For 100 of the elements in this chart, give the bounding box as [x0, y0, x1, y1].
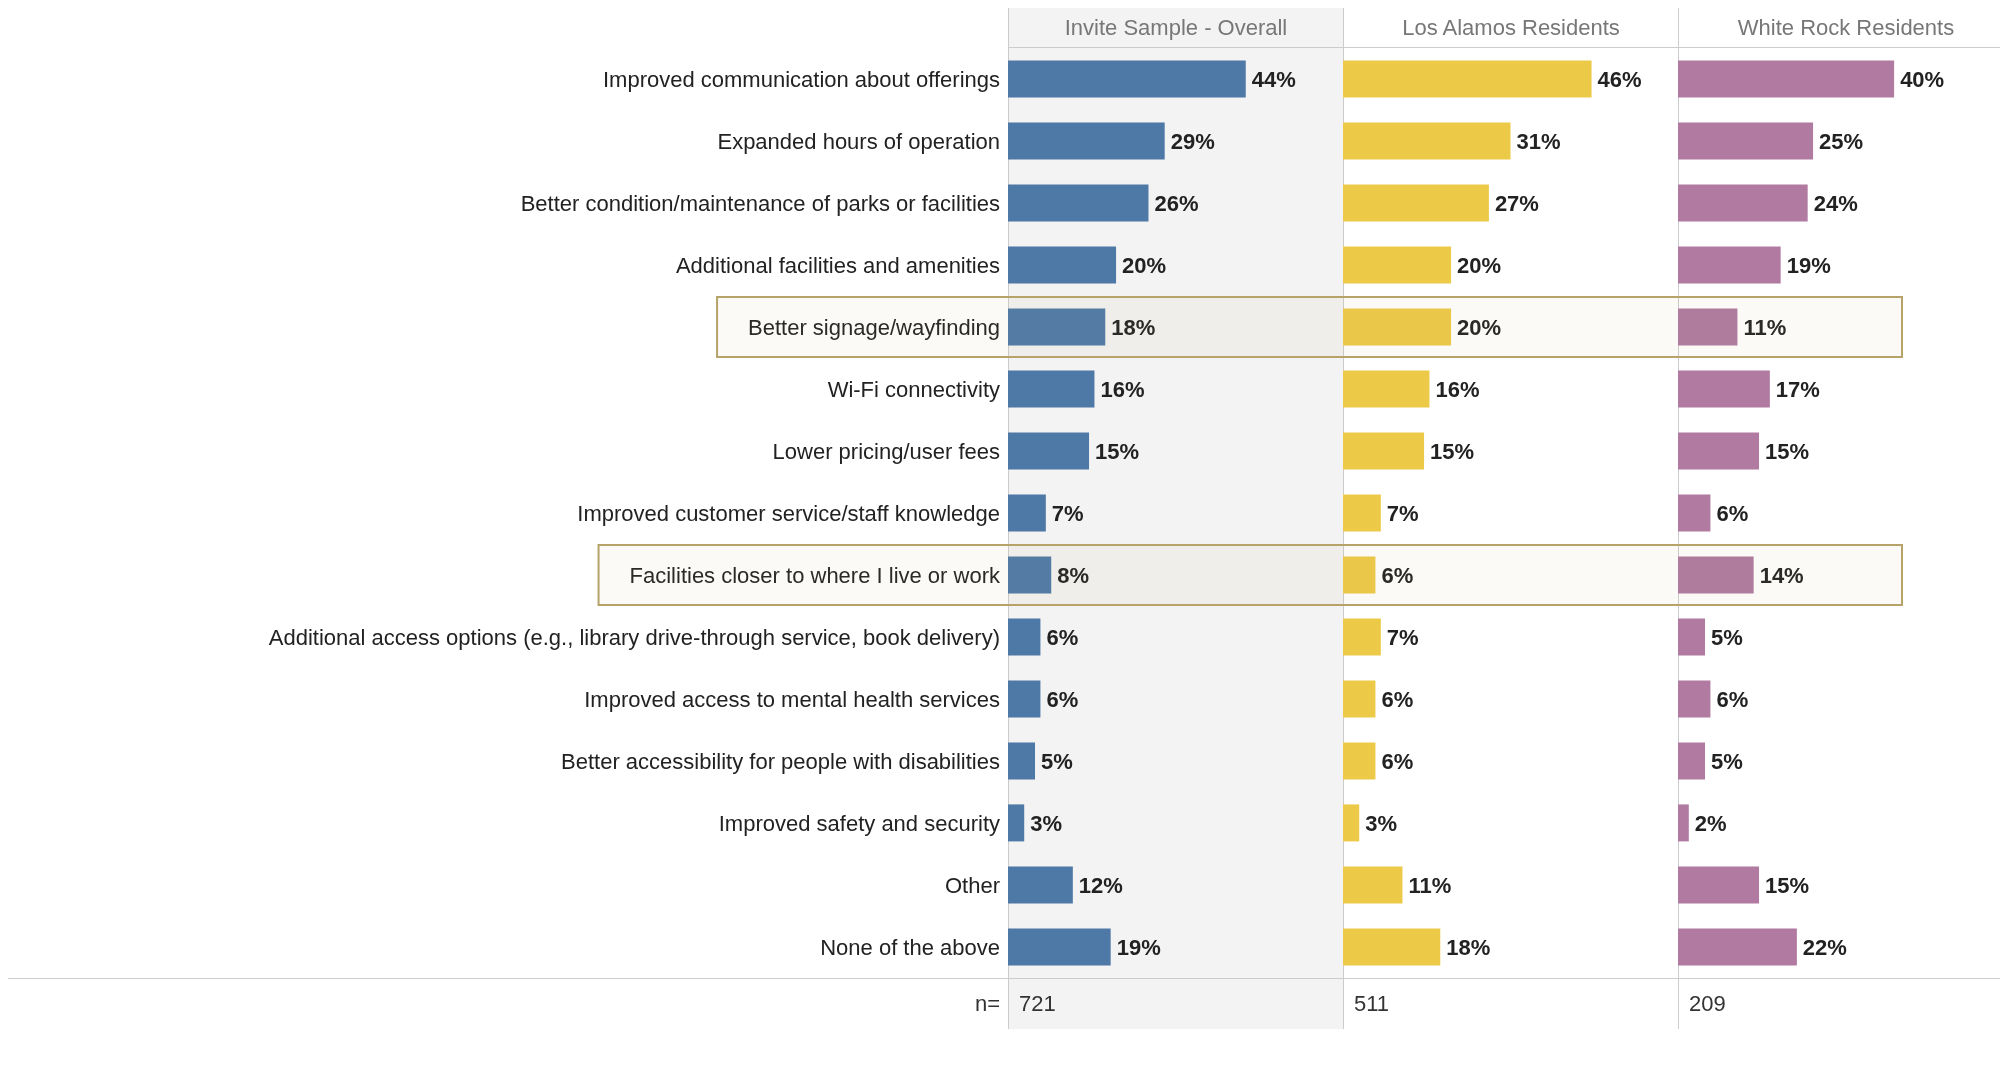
data-label: 14%: [1759, 562, 1804, 588]
y-tick-label: Improved access to mental health services: [584, 686, 1000, 712]
bar: [1678, 804, 1689, 842]
data-label: 5%: [1041, 748, 1073, 774]
text: 721: [1008, 979, 1343, 1029]
data-label: 16%: [1435, 376, 1480, 402]
y-tick-label: Lower pricing/user fees: [772, 438, 1000, 464]
bar: [1678, 60, 1895, 98]
data-label: 12%: [1078, 872, 1123, 898]
bar: [1008, 184, 1149, 222]
bar: [1678, 680, 1711, 718]
data-label: 20%: [1122, 252, 1167, 278]
data-label: 7%: [1051, 500, 1084, 526]
bar: [1008, 60, 1246, 98]
bar: [1678, 618, 1706, 656]
chart-title: Invite Sample - Overall: [1008, 8, 1343, 48]
bar: [1343, 556, 1376, 594]
y-tick-label: Better accessibility for people with disabilities: [561, 748, 1000, 774]
data-label: 25%: [1819, 128, 1864, 154]
bar: [1343, 122, 1511, 160]
text: 511: [1343, 979, 1678, 1029]
bar: [1678, 122, 1814, 160]
bar: [1343, 308, 1452, 346]
bar: [1678, 742, 1706, 780]
text: 209: [1678, 979, 2000, 1029]
bar: [1008, 742, 1036, 780]
bar: [1008, 494, 1046, 532]
data-label: 5%: [1711, 624, 1743, 650]
bar: [1678, 246, 1781, 284]
y-tick-label: Better condition/maintenance of parks or facilities: [520, 190, 1000, 216]
data-label: 22%: [1802, 934, 1847, 960]
bar: [1343, 246, 1452, 284]
data-label: 29%: [1170, 128, 1215, 154]
bar: [1343, 370, 1430, 408]
data-label: 6%: [1046, 686, 1079, 712]
data-label: 26%: [1154, 190, 1199, 216]
data-label: 46%: [1597, 66, 1642, 92]
y-tick-label: Additional access options (e.g., library drive-through service, book delivery): [268, 624, 1000, 650]
bar: [1343, 928, 1441, 966]
bar: [1343, 432, 1425, 470]
bar: [1008, 122, 1165, 160]
data-label: 44%: [1251, 66, 1296, 92]
data-label: 6%: [1381, 562, 1414, 588]
y-tick-label: Improved customer service/staff knowledge: [577, 500, 1000, 526]
data-label: 19%: [1116, 934, 1161, 960]
data-label: 5%: [1711, 748, 1743, 774]
data-label: 16%: [1100, 376, 1145, 402]
y-tick-label: Wi-Fi connectivity: [827, 376, 1000, 402]
bar: [1343, 680, 1376, 718]
bar: [1008, 928, 1111, 966]
data-label: 31%: [1516, 128, 1561, 154]
data-label: 20%: [1457, 314, 1502, 340]
data-label: 18%: [1446, 934, 1491, 960]
data-label: 40%: [1900, 66, 1945, 92]
data-label: 15%: [1430, 438, 1475, 464]
bar: [1678, 494, 1711, 532]
bar: [1678, 370, 1770, 408]
data-label: 6%: [1381, 686, 1414, 712]
data-label: 7%: [1386, 624, 1419, 650]
bar: [1678, 556, 1754, 594]
y-tick-label: Facilities closer to where I live or work: [629, 562, 1001, 588]
bar: [1343, 494, 1381, 532]
y-tick-label: Improved safety and security: [718, 810, 1000, 836]
y-tick-label: Better signage/wayfinding: [748, 314, 1000, 340]
data-label: 2%: [1694, 810, 1727, 836]
bar: [1008, 432, 1090, 470]
bar: [1678, 928, 1797, 966]
bar: [1008, 246, 1117, 284]
data-label: 6%: [1381, 748, 1414, 774]
data-label: 15%: [1765, 872, 1810, 898]
data-label: 3%: [1030, 810, 1063, 836]
y-tick-label: Other: [944, 872, 1000, 898]
data-label: 6%: [1046, 624, 1079, 650]
bar: [1678, 308, 1738, 346]
bar: [1343, 618, 1381, 656]
chart-title: Los Alamos Residents: [1343, 8, 1678, 48]
data-label: 19%: [1786, 252, 1831, 278]
data-label: 11%: [1408, 872, 1452, 898]
bar: [1008, 680, 1041, 718]
bar: [1678, 866, 1760, 904]
y-tick-label: Improved communication about offerings: [602, 66, 1000, 92]
y-tick-label: None of the above: [820, 934, 1000, 960]
data-label: 17%: [1775, 376, 1820, 402]
bar: [1678, 432, 1760, 470]
bar: [1008, 308, 1106, 346]
bar: [1008, 556, 1052, 594]
data-label: 3%: [1365, 810, 1398, 836]
y-tick-label: Additional facilities and amenities: [675, 252, 1000, 278]
data-label: 15%: [1095, 438, 1140, 464]
bar: [1343, 866, 1403, 904]
data-label: 11%: [1743, 314, 1787, 340]
data-label: 24%: [1813, 190, 1858, 216]
bar: [1008, 370, 1095, 408]
chart-title: White Rock Residents: [1678, 8, 2000, 48]
bar: [1008, 804, 1025, 842]
data-label: 15%: [1765, 438, 1810, 464]
data-label: 6%: [1716, 686, 1749, 712]
text: n=: [973, 990, 1001, 1018]
bar: [1343, 60, 1592, 98]
bar: [1343, 742, 1376, 780]
